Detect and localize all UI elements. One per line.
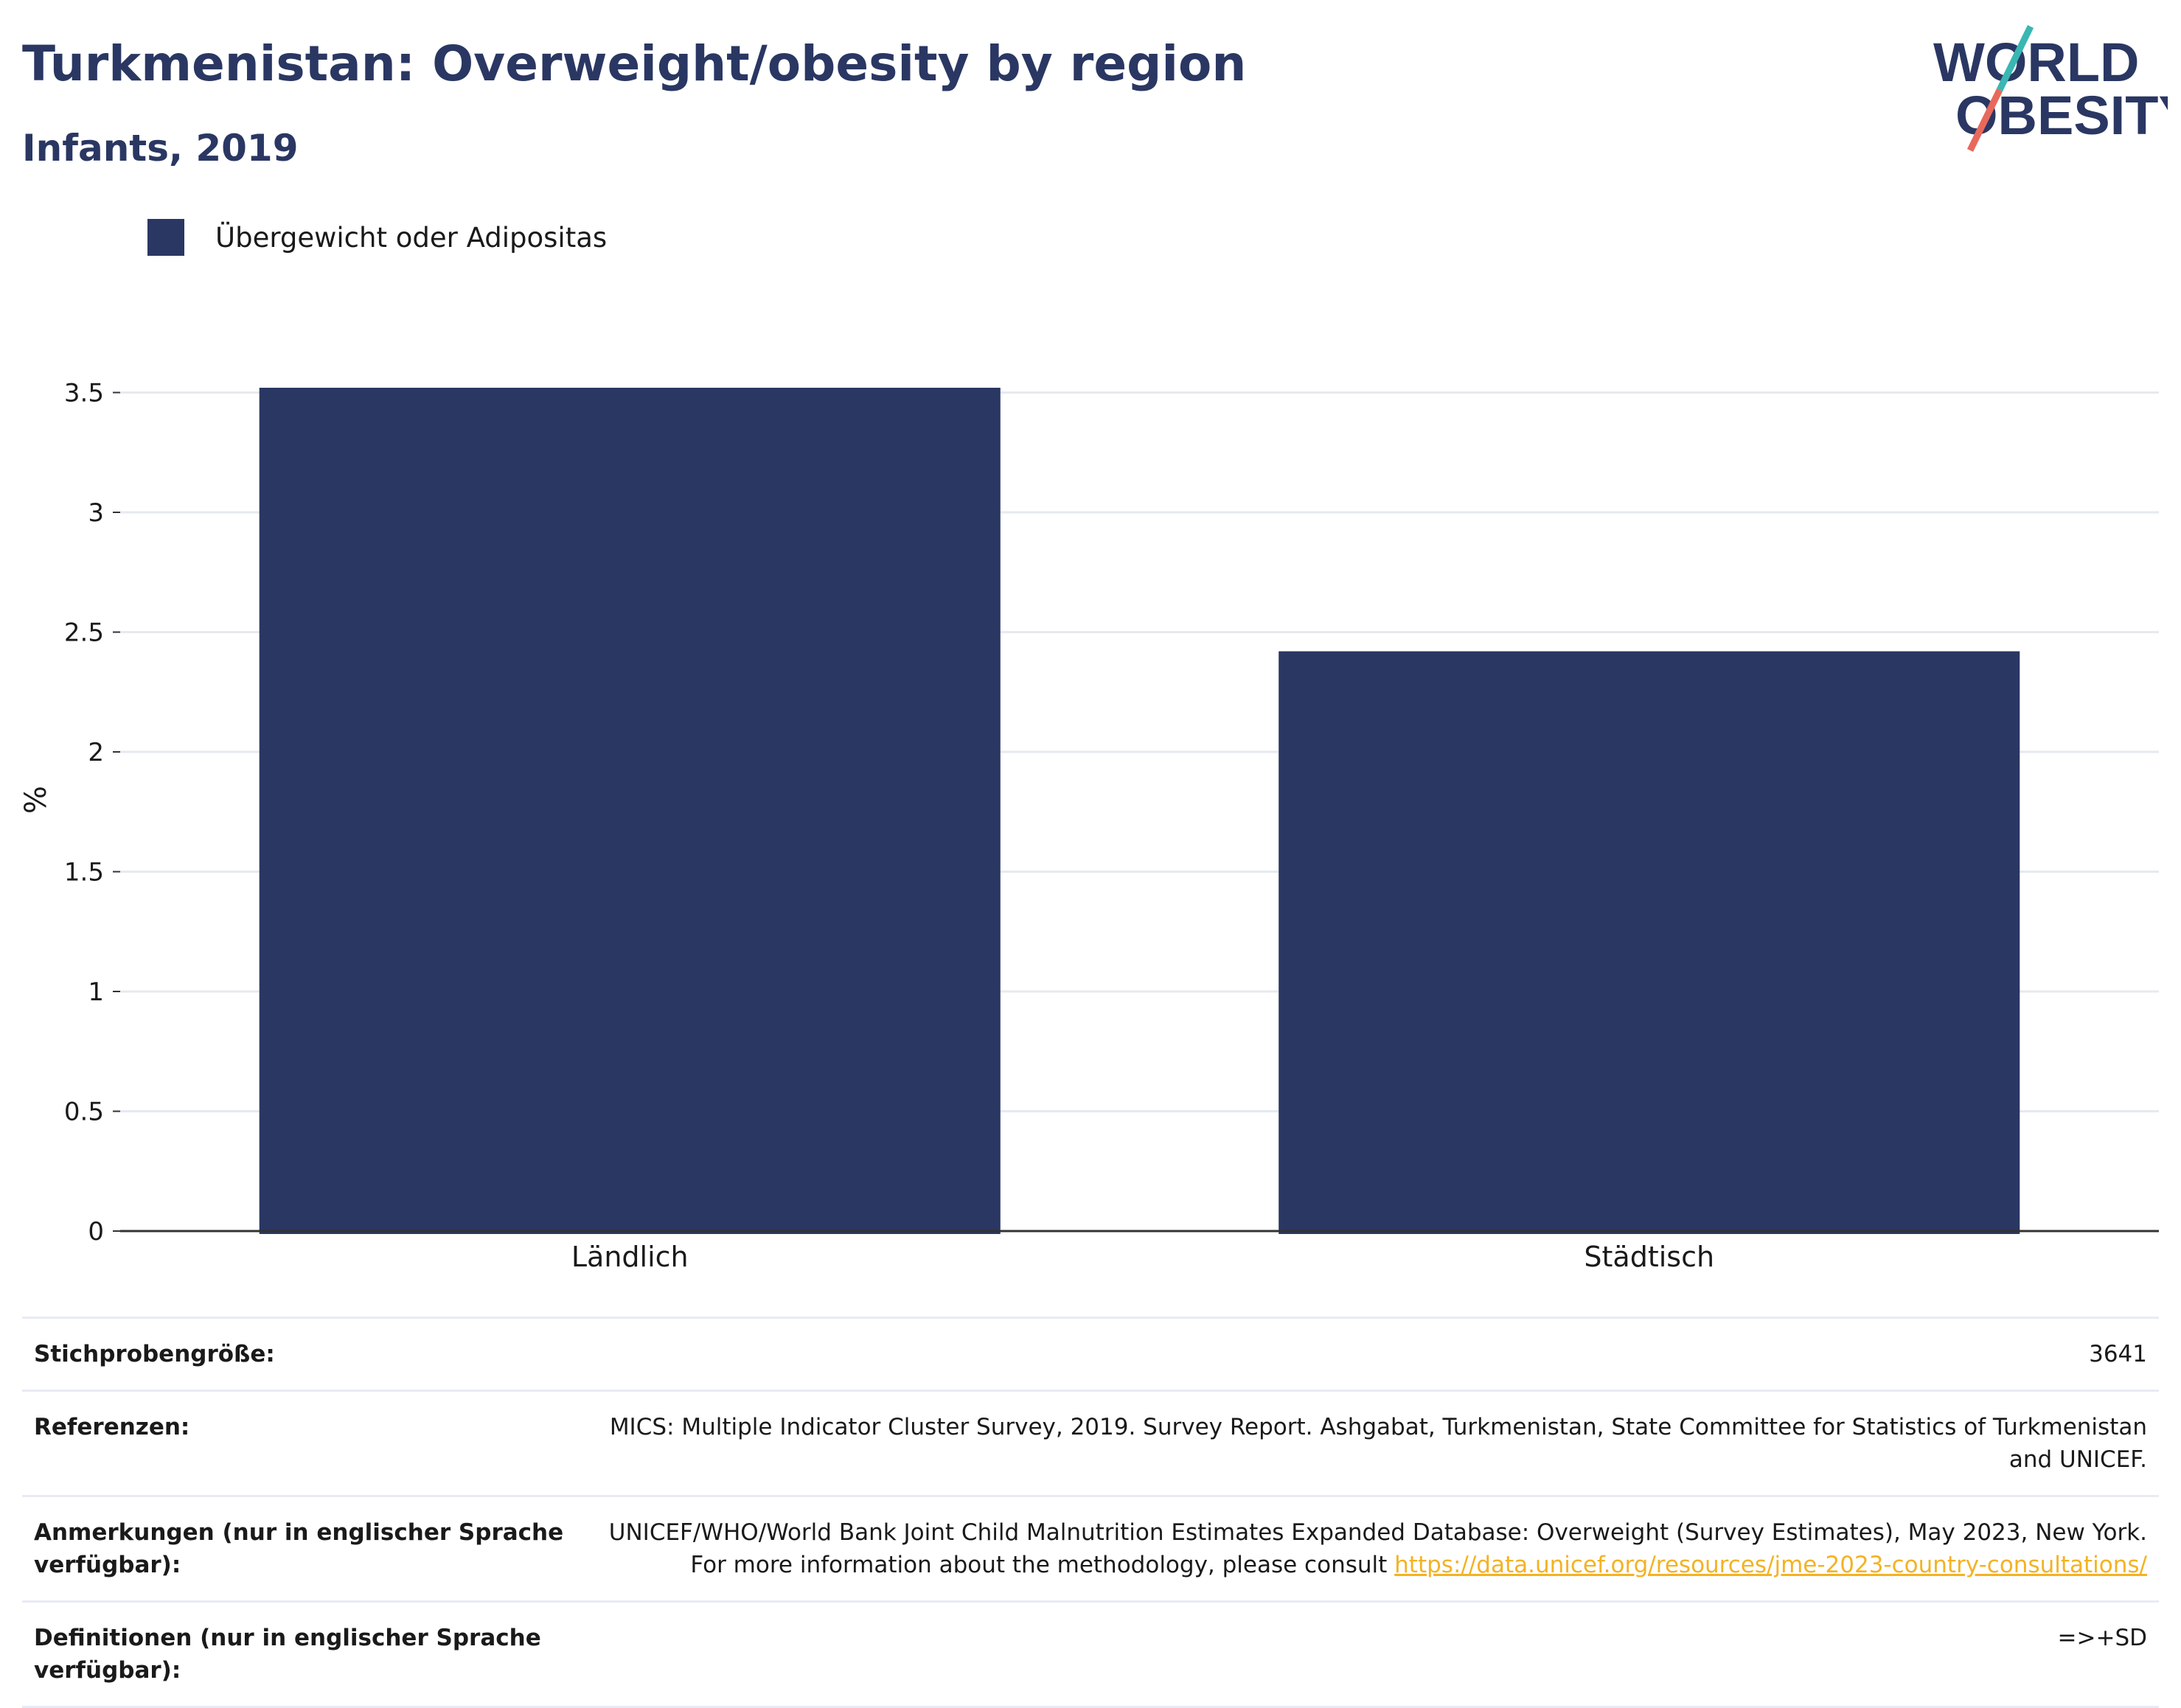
info-row-notes: Anmerkungen (nur in englischer Sprache v… bbox=[22, 1495, 2159, 1602]
logo-slash-teal bbox=[1996, 25, 2034, 91]
info-row-references: Referenzen: MICS: Multiple Indicator Clu… bbox=[22, 1390, 2159, 1496]
info-row-sample-size: Stichprobengröße: 3641 bbox=[22, 1317, 2159, 1391]
y-tick-label: 0.5 bbox=[64, 1098, 104, 1127]
y-tick-label: 2 bbox=[88, 738, 104, 767]
legend-label: Übergewicht oder Adipositas bbox=[215, 221, 608, 254]
y-tick-label: 1 bbox=[88, 977, 104, 1007]
chart-subtitle: Infants, 2019 bbox=[22, 127, 299, 170]
legend-swatch bbox=[147, 219, 184, 256]
definitions-label: Definitionen (nur in englischer Sprache … bbox=[22, 1600, 577, 1708]
notes-label: Anmerkungen (nur in englischer Sprache v… bbox=[22, 1495, 577, 1602]
bar-chart: 0 0.5 1 1.5 2 2.5 3 3.5 Ländlich Städtisch% bbox=[19, 379, 2159, 1273]
world-obesity-logo: WORLD OBESITY bbox=[1933, 25, 2168, 152]
legend: Übergewicht oder Adipositas bbox=[147, 218, 607, 257]
notes-cell: UNICEF/WHO/World Bank Joint Child Malnut… bbox=[577, 1495, 2159, 1602]
y-axis-label: % bbox=[19, 786, 53, 814]
bar bbox=[259, 388, 1001, 1234]
bar bbox=[1279, 651, 2020, 1234]
notes-link[interactable]: https://data.unicef.org/resources/jme-20… bbox=[1394, 1552, 2147, 1578]
chart-title: Turkmenistan: Overweight/obesity by regi… bbox=[22, 35, 1247, 92]
y-tick-label: 0 bbox=[88, 1217, 104, 1247]
y-tick-label: 3.5 bbox=[64, 379, 104, 408]
references-value: MICS: Multiple Indicator Cluster Survey,… bbox=[577, 1390, 2159, 1496]
references-label: Referenzen: bbox=[22, 1390, 577, 1496]
info-table: Stichprobengröße: 3641 Referenzen: MICS:… bbox=[22, 1317, 2159, 1708]
logo-text-world: WORLD bbox=[1933, 32, 2140, 93]
sample-size-value: 3641 bbox=[577, 1317, 2159, 1391]
notes-value: UNICEF/WHO/World Bank Joint Child Malnut… bbox=[608, 1519, 2147, 1578]
y-tick-label: 2.5 bbox=[64, 618, 104, 648]
y-tick-label: 1.5 bbox=[64, 858, 104, 888]
x-tick-label: Ländlich bbox=[571, 1241, 689, 1273]
x-tick-label: Städtisch bbox=[1584, 1241, 1714, 1273]
definitions-value: =>+SD bbox=[577, 1600, 2159, 1708]
y-tick-label: 3 bbox=[88, 498, 104, 528]
logo-slash-red bbox=[1966, 88, 2003, 152]
sample-size-label: Stichprobengröße: bbox=[22, 1317, 577, 1391]
info-row-definitions: Definitionen (nur in englischer Sprache … bbox=[22, 1600, 2159, 1708]
